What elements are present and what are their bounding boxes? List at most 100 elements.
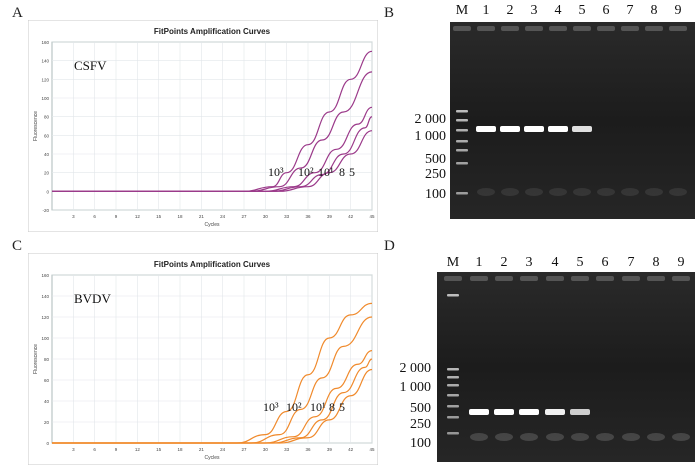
gel-image-b xyxy=(450,22,695,219)
lane-label-M: M xyxy=(446,255,460,270)
ladder-band xyxy=(456,149,468,152)
gel-background xyxy=(450,22,695,219)
lane-label-2: 2 xyxy=(500,255,508,270)
y-axis-label: Fluorescence xyxy=(33,111,39,141)
primer-haze xyxy=(477,188,495,196)
ladder-band xyxy=(456,129,468,132)
ladder-band xyxy=(456,162,468,165)
well-4 xyxy=(546,276,564,281)
curve-label-5: 5 xyxy=(339,400,345,414)
product-band-lane-4 xyxy=(548,126,568,132)
panel-letter-c: C xyxy=(12,238,23,254)
x-tick-label: 15 xyxy=(156,447,162,452)
y-tick-label: 20 xyxy=(44,171,50,176)
y-tick-label: 80 xyxy=(44,115,50,120)
x-tick-label: 9 xyxy=(115,214,118,219)
lane-label-3: 3 xyxy=(530,3,538,18)
x-tick-label: 3 xyxy=(72,447,75,452)
curve-label-2: 10² xyxy=(298,165,314,179)
x-tick-label: 39 xyxy=(327,214,333,219)
x-tick-label: 3 xyxy=(72,214,75,219)
y-tick-label: 60 xyxy=(44,378,50,383)
product-band-lane-1 xyxy=(469,409,489,415)
marker-size-label: 100 xyxy=(410,436,431,451)
well-4 xyxy=(549,26,567,31)
well-2 xyxy=(501,26,519,31)
gel-svg xyxy=(450,22,695,219)
y-tick-label: 160 xyxy=(41,40,49,45)
marker-size-label: 500 xyxy=(425,152,446,167)
well-7 xyxy=(621,26,639,31)
curve-label-3: 10¹ xyxy=(318,165,334,179)
y-tick-label: 100 xyxy=(41,96,49,101)
marker-size-label: 1 000 xyxy=(414,129,447,144)
amplification-chart-bvdv: FitPoints Amplification Curves 0 20 40 60 80 1… xyxy=(27,252,379,466)
primer-haze xyxy=(622,433,640,441)
gel-svg xyxy=(437,272,695,462)
series-line-5 xyxy=(52,130,373,192)
y-tick-label: 40 xyxy=(44,152,50,157)
x-tick-label: 45 xyxy=(369,214,375,219)
well-0 xyxy=(444,276,462,281)
x-tick-label: 39 xyxy=(327,447,333,452)
curve-label-1: 10³ xyxy=(268,165,284,179)
y-tick-label: 20 xyxy=(44,420,50,425)
y-tick-label: 140 xyxy=(41,294,49,299)
lane-label-7: 7 xyxy=(627,255,635,270)
lane-label-9: 9 xyxy=(677,255,685,270)
well-8 xyxy=(647,276,665,281)
y-tick-label: -20 xyxy=(42,208,49,213)
y-tick-label: 120 xyxy=(41,315,49,320)
curve-label-5: 5 xyxy=(349,165,355,179)
well-8 xyxy=(645,26,663,31)
primer-haze xyxy=(549,188,567,196)
x-axis-label: Cycles xyxy=(204,455,220,461)
curve-label-2: 10² xyxy=(286,400,302,414)
panel-letter-d: D xyxy=(384,238,395,254)
ladder-band xyxy=(447,294,459,297)
primer-haze xyxy=(621,188,639,196)
y-tick-label: 60 xyxy=(44,133,50,138)
product-band-lane-5 xyxy=(570,409,590,415)
lane-label-6: 6 xyxy=(602,3,610,18)
y-tick-label: 120 xyxy=(41,77,49,82)
x-tick-label: 33 xyxy=(284,214,290,219)
x-tick-label: 27 xyxy=(241,447,247,452)
well-9 xyxy=(672,276,690,281)
well-6 xyxy=(597,26,615,31)
amplification-chart-csfv: FitPoints Amplification Curves -20 0 20 40 60… xyxy=(27,19,379,233)
ladder-band xyxy=(456,140,468,143)
ladder-band xyxy=(447,416,459,419)
primer-haze xyxy=(495,433,513,441)
product-band-lane-1 xyxy=(476,126,496,132)
x-tick-label: 15 xyxy=(156,214,162,219)
x-axis-label: Cycles xyxy=(204,222,220,228)
series-line-5 xyxy=(51,368,373,444)
chart-title: FitPoints Amplification Curves xyxy=(154,27,271,36)
lane-label-8: 8 xyxy=(650,3,658,18)
x-tick-label: 36 xyxy=(305,214,311,219)
primer-haze xyxy=(546,433,564,441)
lane-label-1: 1 xyxy=(475,255,483,270)
x-tick-label: 30 xyxy=(263,214,269,219)
marker-size-label: 250 xyxy=(425,167,446,182)
lane-label-6: 6 xyxy=(601,255,609,270)
marker-size-label: 2 000 xyxy=(399,361,432,376)
ladder-band xyxy=(456,110,468,113)
primer-haze xyxy=(501,188,519,196)
x-tick-label: 42 xyxy=(348,214,354,219)
x-tick-label: 21 xyxy=(199,214,205,219)
virus-label: BVDV xyxy=(74,291,111,306)
x-tick-label: 6 xyxy=(93,447,96,452)
ladder-band xyxy=(447,376,459,379)
primer-haze xyxy=(525,188,543,196)
ladder-band xyxy=(447,432,459,435)
primer-haze xyxy=(520,433,538,441)
panel-letter-b: B xyxy=(384,5,395,21)
ladder-band xyxy=(447,405,459,408)
primer-haze xyxy=(672,433,690,441)
x-tick-label: 12 xyxy=(135,447,141,452)
panel-letter-a: A xyxy=(12,5,23,21)
well-1 xyxy=(477,26,495,31)
marker-size-label: 1 000 xyxy=(399,380,432,395)
